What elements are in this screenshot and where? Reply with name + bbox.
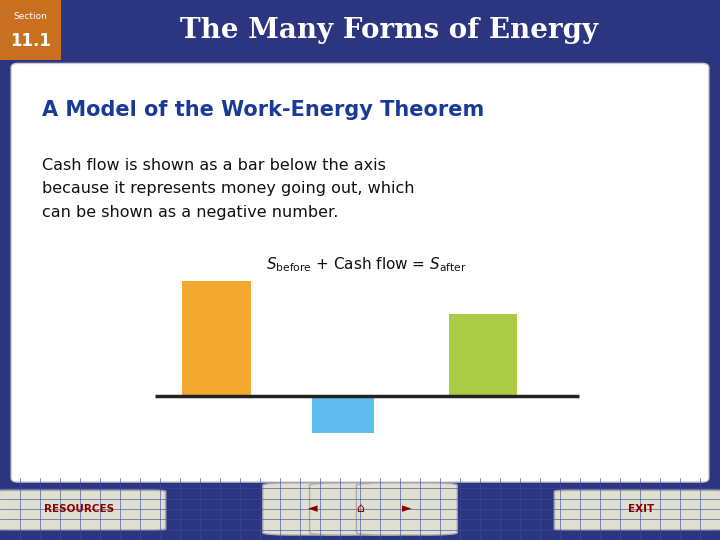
- Text: ◄: ◄: [308, 502, 318, 516]
- Text: EXIT: EXIT: [628, 504, 654, 514]
- Text: 11.1: 11.1: [10, 32, 51, 50]
- Text: ⌂: ⌂: [356, 502, 364, 516]
- FancyBboxPatch shape: [12, 63, 708, 482]
- Bar: [312, 396, 374, 433]
- Text: ►: ►: [402, 502, 412, 516]
- Text: $\mathit{S}_\mathrm{before}$ + Cash flow = $\mathit{S}_\mathrm{after}$: $\mathit{S}_\mathrm{before}$ + Cash flow…: [266, 255, 467, 274]
- Text: A Model of the Work-Energy Theorem: A Model of the Work-Energy Theorem: [42, 100, 484, 120]
- FancyBboxPatch shape: [356, 483, 457, 535]
- Bar: [182, 281, 251, 396]
- Text: The Many Forms of Energy: The Many Forms of Energy: [180, 17, 598, 44]
- FancyBboxPatch shape: [0, 0, 61, 60]
- Bar: [449, 314, 518, 396]
- Text: Section: Section: [14, 12, 48, 21]
- FancyBboxPatch shape: [0, 490, 166, 530]
- FancyBboxPatch shape: [554, 490, 720, 530]
- FancyBboxPatch shape: [263, 483, 364, 535]
- Text: RESOURCES: RESOURCES: [44, 504, 114, 514]
- Text: Cash flow is shown as a bar below the axis
because it represents money going out: Cash flow is shown as a bar below the ax…: [42, 158, 415, 220]
- FancyBboxPatch shape: [310, 483, 410, 535]
